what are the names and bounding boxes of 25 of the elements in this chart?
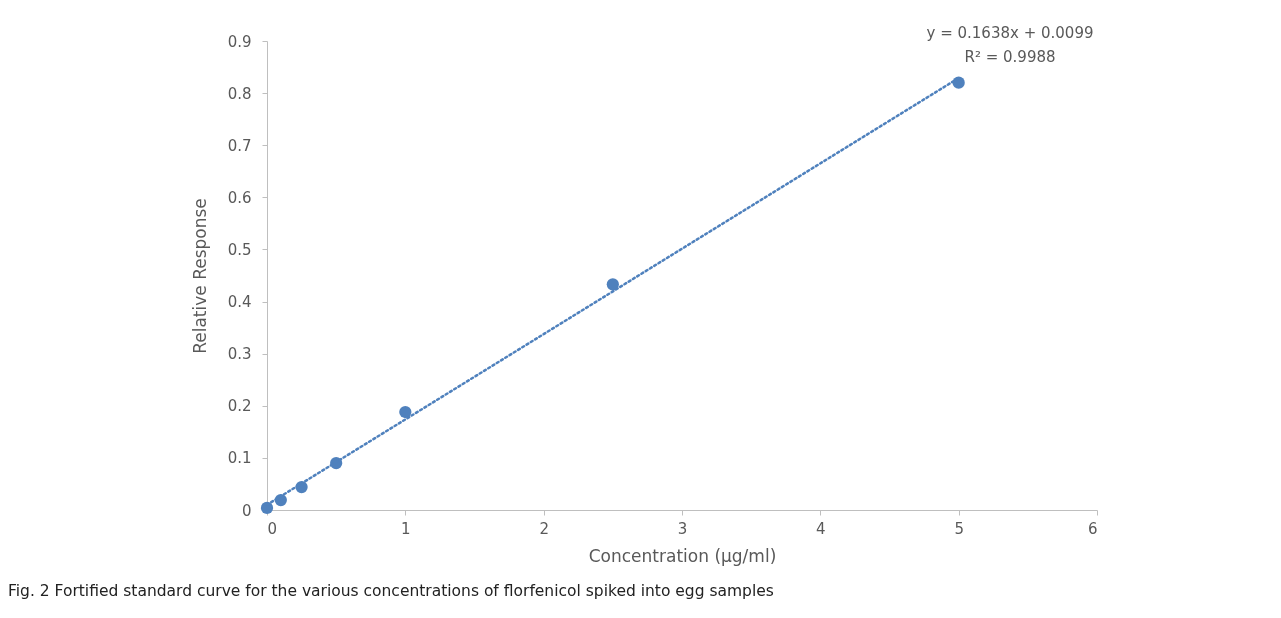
x-tick-label: 5 [954, 519, 964, 538]
x-axis-title: Concentration (µg/ml) [588, 545, 777, 566]
x-tick-label: 1 [401, 519, 411, 538]
y-tick-label: 0.6 [227, 188, 252, 207]
y-tick-label: 0.4 [227, 293, 252, 312]
x-tick-label: 2 [539, 519, 549, 538]
point [606, 278, 619, 291]
y-tick-label: 0.2 [227, 397, 252, 416]
y-tick-label: 0.5 [227, 240, 252, 259]
y-tick-label: 0.3 [227, 345, 252, 364]
point [260, 501, 274, 515]
y-tick-label: 0.8 [227, 84, 252, 103]
x-tick-label: 0 [267, 519, 278, 538]
y-tick-label: 0.9 [227, 32, 252, 51]
annotation: R² = 0.9988 [964, 48, 1056, 66]
x-tick-label: 6 [1087, 519, 1098, 538]
y-tick-label: 0.1 [227, 449, 252, 468]
y-tick-label: 0 [241, 501, 252, 520]
y-tick-label: 0.7 [227, 136, 252, 155]
annotation: y = 0.1638x + 0.0099 [926, 24, 1094, 42]
x-tick-label: 4 [816, 519, 826, 538]
x-tick-label: 3 [677, 519, 688, 538]
point [399, 405, 412, 419]
caption: Fig. 2 Fortified standard curve for the various concentrations of florfenicol spiked into egg samples [8, 582, 774, 600]
y-axis-title: Relative Response [189, 198, 210, 354]
